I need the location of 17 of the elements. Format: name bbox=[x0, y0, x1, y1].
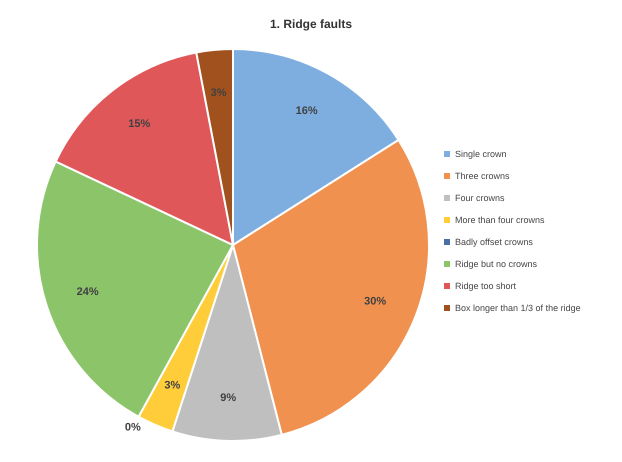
legend-label: Four crowns bbox=[455, 193, 505, 203]
legend-label: Ridge but no crowns bbox=[455, 259, 538, 269]
data-label: 15% bbox=[128, 118, 151, 130]
data-label: 30% bbox=[364, 295, 386, 308]
legend-label: Three crowns bbox=[455, 171, 510, 181]
legend-label: Badly offset crowns bbox=[455, 237, 533, 247]
data-label: 24% bbox=[76, 286, 99, 298]
text: 0% bbox=[124, 421, 141, 434]
data-label: 3% bbox=[164, 379, 180, 392]
legend-label: Box longer than 1/3 of the ridge bbox=[455, 303, 581, 313]
data-label: 3% bbox=[210, 86, 227, 99]
data-label: 16% bbox=[296, 105, 318, 118]
data-label: 9% bbox=[220, 392, 236, 404]
legend-label: Single crown bbox=[455, 149, 507, 159]
chart-title: 1. Ridge faults bbox=[270, 17, 352, 31]
legend-label: Ridge too short bbox=[455, 281, 516, 291]
legend-label: More than four crowns bbox=[455, 215, 545, 225]
